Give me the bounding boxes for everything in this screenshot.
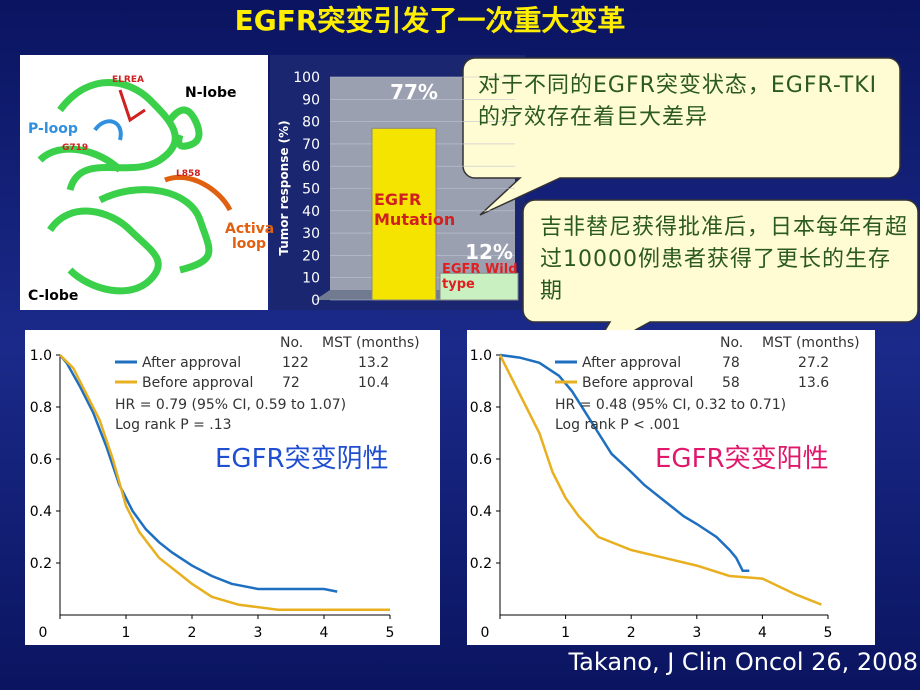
survival-curve: [59, 354, 338, 593]
structure-label: N-lobe: [185, 85, 236, 101]
y-tick-label: 1.0: [470, 348, 492, 364]
annotation: HR = 0.48 (95% CI, 0.32 to 0.71): [555, 397, 786, 413]
title: EGFR突变引发了一次重大变革: [235, 4, 626, 37]
legend-n: 58: [722, 375, 740, 391]
y-tick-label: 0.8: [30, 400, 52, 416]
p-loop: [93, 119, 123, 141]
elrea-residue: [118, 89, 146, 123]
y-tick-label: 100: [293, 70, 320, 86]
y-tick-label: 30: [302, 226, 320, 242]
y-tick-label: 10: [302, 271, 320, 287]
y-tick-label: 0.2: [470, 556, 492, 572]
legend-mst: 10.4: [358, 375, 389, 391]
y-tick-label: 0: [311, 293, 320, 309]
x-tick-label: 2: [188, 625, 197, 641]
legend-mst: 13.6: [798, 375, 829, 391]
y-tick-label: 0.2: [30, 556, 52, 572]
structure-label: C-lobe: [28, 288, 78, 304]
y-tick-label: 0.6: [30, 452, 52, 468]
category-label: EGFR Mutation: [374, 190, 456, 229]
y-tick-label: 0.8: [470, 400, 492, 416]
legend-entry: Before approval: [142, 375, 253, 391]
y-axis-label: Tumor response (%): [277, 120, 291, 255]
x-tick-label: 3: [692, 625, 701, 641]
structure-label: G719: [62, 143, 88, 153]
panel-label: EGFR突变阴性: [215, 444, 389, 474]
x-tick-label: 4: [758, 625, 767, 641]
y-tick-label: 0.4: [30, 504, 52, 520]
callout-text: 吉非替尼获得批准后，日本每年有超过10000例患者获得了更长的生存期: [540, 215, 909, 304]
y-tick-label: 0.6: [470, 452, 492, 468]
y-tick-label: 80: [302, 115, 320, 131]
structure-label: loop: [232, 236, 266, 252]
structure-label: Activa: [225, 221, 274, 237]
x-tick-label: 3: [254, 625, 263, 641]
legend-n: 72: [282, 375, 300, 391]
annotation: Log rank P = .13: [115, 417, 232, 433]
legend-mst: 13.2: [358, 355, 389, 371]
x-tick-label: 2: [627, 625, 636, 641]
structure-label: P-loop: [28, 121, 78, 137]
structure-label: ELREA: [112, 75, 144, 85]
annotation: HR = 0.79 (95% CI, 0.59 to 1.07): [115, 397, 346, 413]
y-tick-label: 50: [302, 182, 320, 198]
annotation: Log rank P < .001: [555, 417, 680, 433]
survival-curve: [59, 354, 390, 612]
callout-bubble: [462, 57, 901, 216]
value-label: 77%: [390, 80, 438, 104]
x-tick-label: 1: [122, 625, 131, 641]
km-panel: [25, 330, 440, 645]
y-tick-label: 60: [302, 159, 320, 175]
structure-label: L858: [176, 169, 201, 179]
legend-header: No.: [280, 335, 303, 351]
bar: [439, 272, 519, 301]
y-tick-label: 1.0: [30, 348, 52, 364]
callout-text: 对于不同的EGFR突变状态，EGFR-TKI的疗效存在着巨大差异: [478, 73, 878, 130]
value-label: 12%: [465, 240, 513, 264]
y-tick-label: 90: [302, 92, 320, 108]
legend-entry: After approval: [582, 355, 681, 371]
legend-n: 122: [282, 355, 309, 371]
legend-header: MST (months): [762, 335, 860, 351]
legend-header: MST (months): [322, 335, 420, 351]
legend-entry: Before approval: [582, 375, 693, 391]
citation: Takano, J Clin Oncol 26, 2008: [567, 648, 918, 676]
x-tick-label: 1: [561, 625, 570, 641]
category-label: EGFR Wild type: [442, 262, 518, 292]
activation-loop: [164, 174, 233, 212]
x-tick-label: 0: [39, 625, 48, 641]
y-tick-label: 0.4: [470, 504, 492, 520]
bar: [371, 127, 437, 301]
legend-mst: 27.2: [798, 355, 829, 371]
survival-curve: [499, 353, 750, 573]
x-tick-label: 5: [824, 625, 833, 641]
legend-n: 78: [722, 355, 740, 371]
survival-curve: [498, 354, 822, 606]
km-panel: [467, 330, 875, 645]
protein-ribbon: [37, 79, 213, 295]
y-tick-label: 70: [302, 137, 320, 153]
x-tick-label: 4: [320, 625, 329, 641]
legend-header: No.: [720, 335, 743, 351]
y-tick-label: 40: [302, 204, 320, 220]
legend-entry: After approval: [142, 355, 241, 371]
x-tick-label: 0: [481, 625, 490, 641]
y-tick-label: 20: [302, 248, 320, 264]
panel-label: EGFR突变阳性: [655, 444, 829, 474]
x-tick-label: 5: [386, 625, 395, 641]
